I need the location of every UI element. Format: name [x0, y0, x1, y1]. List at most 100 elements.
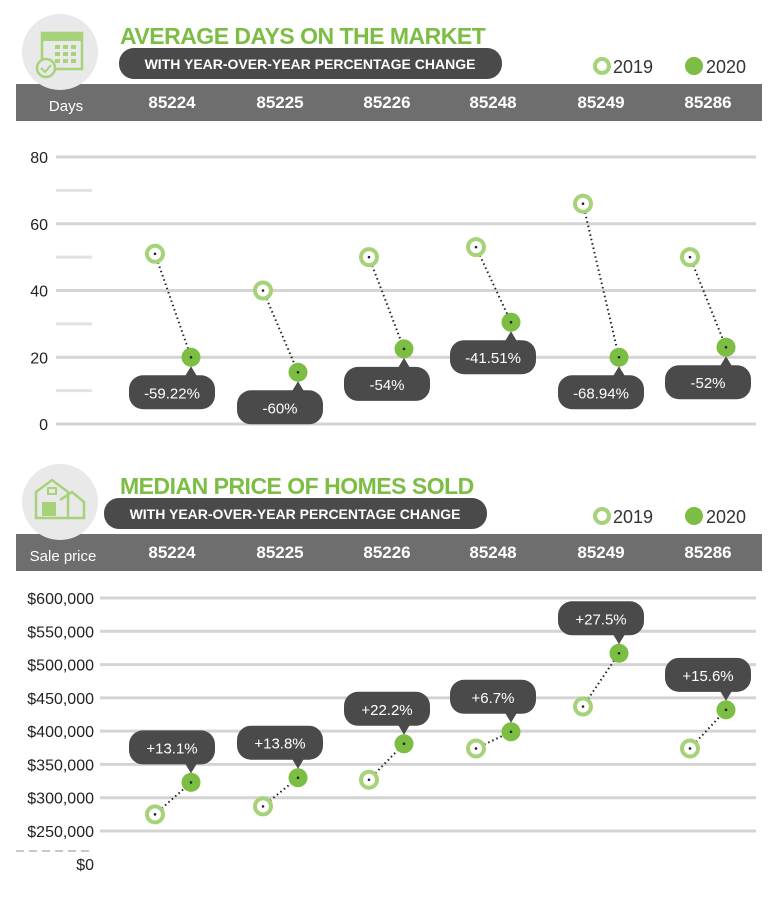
- legend-2019-label: 2019: [613, 507, 653, 527]
- y-tick-label: $450,000: [27, 691, 94, 708]
- y-tick-label: $350,000: [27, 757, 94, 774]
- chart-title: AVERAGE DAYS ON THE MARKET: [120, 23, 486, 49]
- y-tick-label: $500,000: [27, 658, 94, 675]
- change-label: -54%: [369, 377, 404, 394]
- house-outline: [34, 478, 70, 520]
- point-center: [153, 252, 157, 256]
- change-label: -68.94%: [573, 385, 629, 402]
- change-label: +13.8%: [254, 736, 305, 753]
- point-center: [261, 805, 265, 808]
- callout-pointer: [720, 690, 732, 701]
- y-tick-label: $400,000: [27, 724, 94, 741]
- change-callout: [344, 691, 430, 726]
- change-connector: [475, 246, 512, 323]
- house-annex: [59, 490, 86, 520]
- category-label: 85224: [148, 543, 196, 562]
- change-callout: [665, 657, 751, 692]
- point-center: [617, 355, 621, 359]
- legend-2020-marker: [685, 57, 703, 75]
- change-label: +15.6%: [682, 668, 733, 685]
- point-center: [474, 245, 478, 249]
- callout-pointer: [613, 366, 625, 377]
- point-center: [153, 813, 157, 816]
- change-connector: [582, 203, 620, 358]
- callout-pointer: [398, 724, 410, 735]
- category-label: 85225: [256, 93, 303, 112]
- calendar-day: [63, 59, 68, 63]
- point-center: [724, 708, 728, 712]
- change-callout: [558, 601, 644, 636]
- category-label: 85226: [363, 543, 410, 562]
- calendar-day: [63, 52, 68, 56]
- change-callout: [558, 375, 644, 410]
- point-center: [688, 255, 692, 259]
- y-axis-label: Sale price: [30, 548, 97, 565]
- point-center: [581, 202, 585, 206]
- legend-2020-label: 2020: [706, 507, 746, 527]
- calendar-day: [63, 45, 68, 49]
- header-band: [16, 534, 762, 571]
- calendar-day: [71, 45, 76, 49]
- category-label: 85226: [363, 93, 410, 112]
- y-tick-label: $550,000: [27, 624, 94, 641]
- change-callout: [450, 679, 536, 714]
- change-connector: [262, 290, 299, 373]
- y-tick-label: $250,000: [27, 824, 94, 841]
- callout-pointer: [292, 758, 304, 769]
- callout-pointer: [398, 357, 410, 368]
- legend-2019-marker: [593, 57, 611, 75]
- y-tick-label: 40: [30, 284, 48, 301]
- point-center: [474, 747, 478, 750]
- change-connector: [262, 776, 299, 808]
- point-center: [509, 730, 513, 734]
- point-center: [402, 347, 406, 351]
- callout-pointer: [505, 331, 517, 342]
- house-icon: [22, 464, 98, 540]
- change-callout: [237, 390, 323, 425]
- y-tick-label: 60: [30, 217, 48, 234]
- category-label: 85249: [577, 543, 624, 562]
- change-label: -41.51%: [465, 350, 521, 367]
- point-center: [296, 776, 300, 780]
- point-center: [581, 705, 585, 708]
- median-price-chart: MEDIAN PRICE OF HOMES SOLD WITH YEAR-OVER…: [16, 464, 762, 874]
- icon-circle: [22, 464, 98, 540]
- change-label: -59.22%: [144, 385, 200, 402]
- callout-pointer: [720, 356, 732, 367]
- point-center: [367, 255, 371, 259]
- category-label: 85249: [577, 93, 624, 112]
- y-axis-label: Days: [49, 98, 83, 115]
- category-label: 85225: [256, 543, 303, 562]
- point-center: [724, 345, 728, 349]
- change-connector: [154, 253, 192, 358]
- change-connector: [689, 256, 727, 348]
- category-label: 85286: [684, 93, 731, 112]
- chart-subtitle: WITH YEAR-OVER-YEAR PERCENTAGE CHANGE: [130, 506, 461, 522]
- point-center: [617, 651, 621, 655]
- callout-pointer: [613, 634, 625, 645]
- change-callout: [665, 365, 751, 400]
- change-label: +13.1%: [146, 740, 197, 757]
- category-label: 85224: [148, 93, 196, 112]
- y-tick-zero-label: $0: [76, 857, 94, 874]
- change-label: +6.7%: [472, 690, 515, 707]
- chart-subtitle: WITH YEAR-OVER-YEAR PERCENTAGE CHANGE: [145, 56, 476, 72]
- point-center: [261, 289, 265, 292]
- y-tick-label: 20: [30, 350, 48, 367]
- y-tick-label: $300,000: [27, 791, 94, 808]
- garage-door: [42, 502, 56, 516]
- check-mark: [40, 64, 52, 74]
- calendar-day: [55, 45, 60, 49]
- house-window: [47, 487, 57, 495]
- change-label: +27.5%: [575, 611, 626, 628]
- change-callout: [344, 366, 430, 401]
- legend-2019-marker: [593, 507, 611, 525]
- calendar-day: [55, 59, 60, 63]
- change-callout: [237, 725, 323, 760]
- point-center: [509, 320, 513, 324]
- calendar-day: [71, 59, 76, 63]
- subtitle-pill: [119, 48, 502, 79]
- category-label: 85286: [684, 543, 731, 562]
- chart-title: MEDIAN PRICE OF HOMES SOLD: [120, 473, 474, 499]
- point-center: [189, 355, 193, 359]
